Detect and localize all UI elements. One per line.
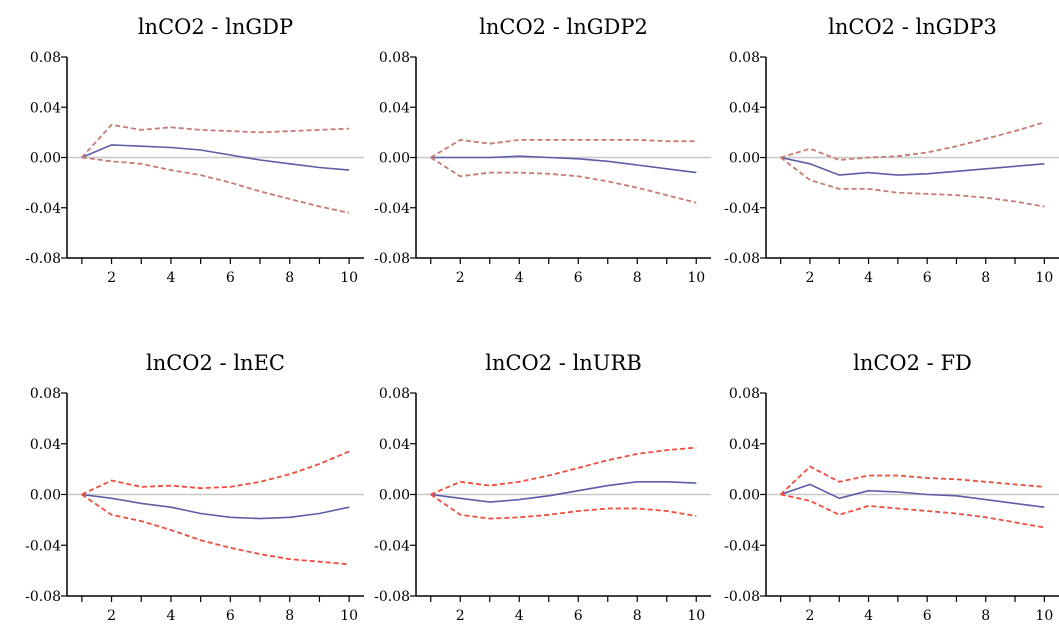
x-tick-label: 10 bbox=[687, 608, 705, 624]
y-tick-label: -0.08 bbox=[25, 589, 61, 605]
y-tick-label: -0.08 bbox=[374, 251, 410, 267]
y-tick-label: 0.00 bbox=[379, 488, 410, 504]
y-tick-label: 0.04 bbox=[379, 437, 410, 453]
confidence-band-upper bbox=[430, 138, 697, 159]
x-tick-label: 10 bbox=[1035, 608, 1053, 624]
panel-4: lnCO2 - lnEC 0.08 0.04 0.00 -0.04 -0.08 2 4 6 8 10 bbox=[25, 351, 364, 624]
x-tick-label: 10 bbox=[687, 270, 705, 286]
y-tick-label: -0.08 bbox=[374, 589, 410, 605]
x-tick-label: 10 bbox=[340, 608, 358, 624]
y-tick-label: -0.04 bbox=[25, 201, 61, 217]
x-tick-label: 6 bbox=[923, 270, 932, 286]
confidence-band-upper bbox=[780, 121, 1045, 161]
confidence-band-lower bbox=[780, 493, 1045, 529]
x-tick-label: 2 bbox=[107, 270, 116, 286]
y-tick-label: -0.08 bbox=[724, 589, 760, 605]
panel-6: lnCO2 - FD 0.08 0.04 0.00 -0.04 -0.08 2 4 6 8 10 bbox=[724, 351, 1059, 624]
panel-title: lnCO2 - lnGDP3 bbox=[828, 15, 997, 39]
x-tick-label: 10 bbox=[340, 270, 358, 286]
response-line bbox=[430, 155, 697, 174]
y-tick-label: -0.08 bbox=[724, 251, 760, 267]
y-tick-label: 0.04 bbox=[379, 100, 410, 116]
x-tick-label: 8 bbox=[633, 608, 642, 624]
y-tick-label: 0.04 bbox=[729, 437, 760, 453]
panel-title: lnCO2 - lnGDP bbox=[138, 15, 293, 39]
y-tick-label: 0.00 bbox=[30, 488, 61, 504]
y-tick-label: 0.08 bbox=[729, 386, 760, 402]
panel-2: lnCO2 - lnGDP2 0.08 0.04 0.00 -0.04 -0.08 2 4 6 8… bbox=[374, 15, 711, 286]
x-tick-label: 4 bbox=[515, 608, 524, 624]
confidence-band-upper bbox=[81, 123, 350, 159]
x-tick-label: 4 bbox=[166, 608, 175, 624]
panel-5: lnCO2 - lnURB 0.08 0.04 0.00 -0.04 -0.08 2 4 6 8 1… bbox=[374, 351, 711, 624]
x-tick-label: 4 bbox=[864, 270, 873, 286]
y-tick-label: 0.00 bbox=[729, 151, 760, 167]
y-tick-label: 0.08 bbox=[30, 50, 61, 66]
y-tick-label: 0.08 bbox=[30, 386, 61, 402]
response-line bbox=[430, 480, 697, 503]
panel-title: lnCO2 - lnURB bbox=[485, 351, 642, 375]
x-tick-label: 6 bbox=[226, 270, 235, 286]
y-tick-label: 0.00 bbox=[379, 151, 410, 167]
x-tick-label: 4 bbox=[864, 608, 873, 624]
y-tick-label: -0.04 bbox=[724, 201, 760, 217]
x-tick-label: 6 bbox=[226, 608, 235, 624]
y-tick-label: -0.04 bbox=[374, 201, 410, 217]
confidence-band-upper bbox=[430, 446, 697, 496]
x-tick-label: 8 bbox=[981, 608, 990, 624]
y-tick-label: -0.04 bbox=[374, 538, 410, 554]
x-tick-label: 6 bbox=[574, 608, 583, 624]
y-tick-label: 0.00 bbox=[30, 151, 61, 167]
confidence-band-lower bbox=[780, 156, 1045, 208]
confidence-band-lower bbox=[430, 493, 697, 520]
panel-1: lnCO2 - lnGDP 0.08 0.04 0.00 -0.04 -0.08 2 4 6 8 1… bbox=[25, 15, 364, 286]
x-tick-label: 6 bbox=[574, 270, 583, 286]
x-tick-label: 2 bbox=[805, 608, 814, 624]
x-tick-label: 8 bbox=[981, 270, 990, 286]
confidence-band-lower bbox=[81, 156, 350, 214]
x-tick-label: 4 bbox=[166, 270, 175, 286]
x-tick-label: 6 bbox=[923, 608, 932, 624]
confidence-band-lower bbox=[81, 493, 350, 566]
y-tick-label: 0.08 bbox=[379, 50, 410, 66]
x-tick-label: 2 bbox=[107, 608, 116, 624]
x-tick-label: 2 bbox=[456, 608, 465, 624]
y-tick-label: -0.04 bbox=[25, 538, 61, 554]
confidence-band-upper bbox=[81, 450, 350, 496]
panel-title: lnCO2 - FD bbox=[853, 351, 972, 375]
x-tick-label: 8 bbox=[633, 270, 642, 286]
x-tick-label: 8 bbox=[285, 608, 294, 624]
response-line bbox=[81, 144, 350, 171]
y-tick-label: -0.04 bbox=[724, 538, 760, 554]
panel-title: lnCO2 - lnGDP2 bbox=[479, 15, 648, 39]
response-line bbox=[81, 493, 350, 520]
x-tick-label: 10 bbox=[1035, 270, 1053, 286]
y-tick-label: 0.04 bbox=[30, 100, 61, 116]
x-tick-label: 2 bbox=[456, 270, 465, 286]
confidence-band-upper bbox=[779, 465, 1045, 496]
y-tick-label: 0.00 bbox=[729, 488, 760, 504]
y-tick-label: 0.08 bbox=[379, 386, 410, 402]
y-tick-label: -0.08 bbox=[25, 251, 61, 267]
response-line bbox=[780, 483, 1045, 508]
panel-title: lnCO2 - lnEC bbox=[146, 351, 285, 375]
x-tick-label: 2 bbox=[805, 270, 814, 286]
y-tick-label: 0.08 bbox=[729, 50, 760, 66]
panel-3: lnCO2 - lnGDP3 0.08 0.04 0.00 -0.04 -0.08 2 4 6 8… bbox=[724, 15, 1059, 286]
confidence-band-lower bbox=[430, 156, 697, 204]
x-tick-label: 4 bbox=[515, 270, 524, 286]
y-tick-label: 0.04 bbox=[729, 100, 760, 116]
x-tick-label: 8 bbox=[285, 270, 294, 286]
y-tick-label: 0.04 bbox=[30, 437, 61, 453]
response-line bbox=[780, 156, 1045, 176]
